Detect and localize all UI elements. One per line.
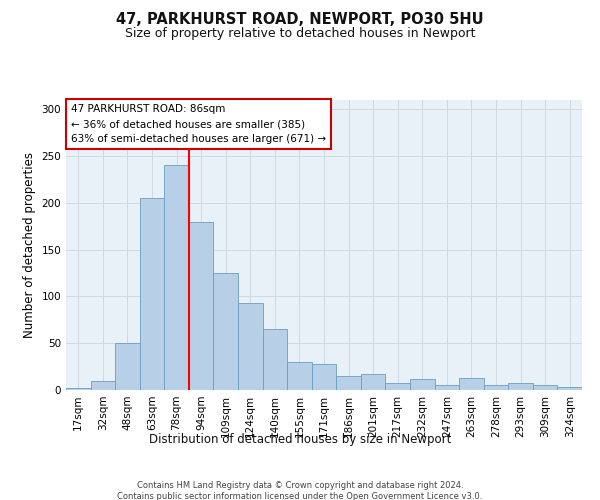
Bar xyxy=(312,364,336,390)
Bar xyxy=(66,388,91,390)
Bar xyxy=(533,386,557,390)
Bar xyxy=(410,379,434,390)
Bar xyxy=(263,329,287,390)
Bar xyxy=(459,378,484,390)
Text: Contains HM Land Registry data © Crown copyright and database right 2024.: Contains HM Land Registry data © Crown c… xyxy=(137,481,463,490)
Bar xyxy=(385,382,410,390)
Bar xyxy=(115,343,140,390)
Y-axis label: Number of detached properties: Number of detached properties xyxy=(23,152,36,338)
Bar xyxy=(508,382,533,390)
Text: 47, PARKHURST ROAD, NEWPORT, PO30 5HU: 47, PARKHURST ROAD, NEWPORT, PO30 5HU xyxy=(116,12,484,28)
Bar xyxy=(189,222,214,390)
Bar xyxy=(287,362,312,390)
Bar xyxy=(214,273,238,390)
Bar xyxy=(164,166,189,390)
Text: 47 PARKHURST ROAD: 86sqm
← 36% of detached houses are smaller (385)
63% of semi-: 47 PARKHURST ROAD: 86sqm ← 36% of detach… xyxy=(71,104,326,144)
Text: Distribution of detached houses by size in Newport: Distribution of detached houses by size … xyxy=(149,432,451,446)
Text: Size of property relative to detached houses in Newport: Size of property relative to detached ho… xyxy=(125,28,475,40)
Bar xyxy=(361,374,385,390)
Bar xyxy=(434,386,459,390)
Bar xyxy=(91,380,115,390)
Bar xyxy=(140,198,164,390)
Bar xyxy=(238,303,263,390)
Bar xyxy=(484,386,508,390)
Bar xyxy=(557,387,582,390)
Bar xyxy=(336,376,361,390)
Text: Contains public sector information licensed under the Open Government Licence v3: Contains public sector information licen… xyxy=(118,492,482,500)
